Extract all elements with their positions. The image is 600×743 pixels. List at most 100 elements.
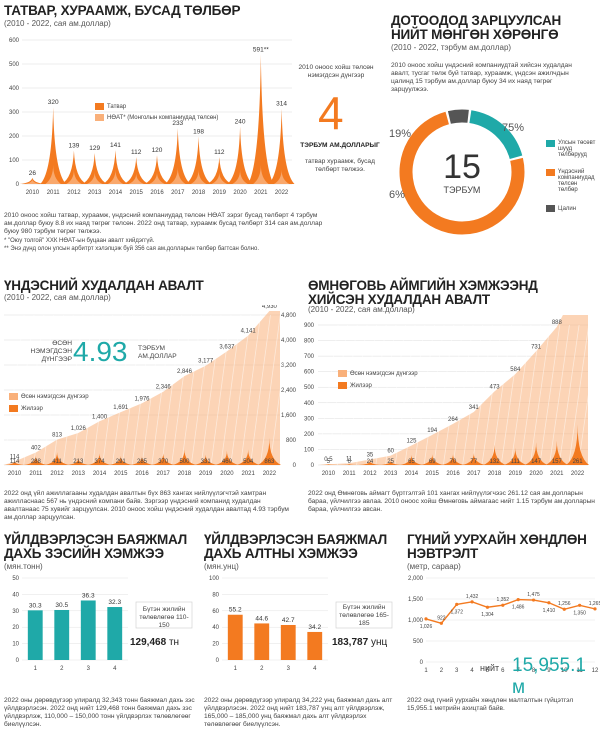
national-xtick: 2014 xyxy=(93,471,107,477)
tunnel-note: 2022 онд гүний уурхайн хөндлөн малталтын… xyxy=(407,697,574,712)
omnogovi-xtick: 2010 xyxy=(322,471,336,477)
copper-bar xyxy=(80,600,96,660)
national-hatch xyxy=(220,314,242,466)
omnogovi-hatch xyxy=(462,324,484,466)
national-hatch xyxy=(121,314,143,466)
national-ytick: 4,800 xyxy=(281,313,297,319)
gold-xtick: 2 xyxy=(260,666,264,672)
omnogovi-ytick: 400 xyxy=(304,401,315,407)
omnogovi-ytick: 900 xyxy=(304,323,315,329)
tunnel-data-label: 922 xyxy=(437,615,446,621)
national-year-label: 213 xyxy=(73,459,84,465)
national-xtick: 2012 xyxy=(50,471,64,477)
omnogovi-xtick: 2014 xyxy=(405,471,419,477)
gold-value-label: 34.2 xyxy=(308,624,321,631)
omnogovi-ytick: 200 xyxy=(304,432,315,438)
tunnel-point xyxy=(424,617,428,621)
tunnel-ytick: 500 xyxy=(413,639,424,645)
taxes-footnote-2: ** Энэ дүнд олон улсын арбитрт хэлэлцэж … xyxy=(4,246,259,252)
omnogovi-cum-label: 473 xyxy=(490,384,501,390)
national-cum-label: 813 xyxy=(52,433,63,439)
omnogovi-hatch xyxy=(375,324,397,466)
national-hatch xyxy=(210,314,232,466)
national-year-label: 291 xyxy=(116,459,127,465)
gold-ytick: 20 xyxy=(212,642,219,648)
omnogovi-hatch xyxy=(568,324,590,466)
taxes-xtick: 2022 xyxy=(275,190,289,196)
gold-title: ҮЙЛДВЭРЛЭСЭН БАЯЖМАЛ ДАХЬ АЛТНЫ ХЭМЖЭЭ xyxy=(204,532,388,561)
omnogovi-hatch xyxy=(423,324,445,466)
gold-xtick: 4 xyxy=(313,666,317,672)
taxes-vat-peak xyxy=(107,169,124,184)
omnogovi-yearly-peak xyxy=(524,442,548,465)
taxes-xtick: 2015 xyxy=(130,190,144,196)
taxes-data-label: 591** xyxy=(253,46,269,53)
tunnel-xtick: 8 xyxy=(532,668,536,674)
national-hatch xyxy=(102,314,123,466)
omnogovi-hatch xyxy=(539,324,561,466)
gold-bar xyxy=(307,631,323,660)
taxes-xtick: 2019 xyxy=(213,190,227,196)
omnogovi-note: 2022 онд Өмнөговь аймагт бүртгэлтэй 101 … xyxy=(308,490,595,513)
omnogovi-cum-label: 731 xyxy=(531,344,542,350)
taxes-tax-peak xyxy=(102,150,129,184)
omnogovi-xtick: 2016 xyxy=(446,471,460,477)
gold-ytick: 0 xyxy=(216,658,220,664)
copper-ytick: 0 xyxy=(16,658,20,664)
taxes-tax-peak xyxy=(81,153,108,184)
taxes-vat-peak xyxy=(45,164,61,184)
national-hatch xyxy=(52,314,74,466)
omnogovi-yearly-peak xyxy=(441,454,465,465)
omnogovi-cum-label: 125 xyxy=(406,439,417,445)
omnogovi-xtick: 2022 xyxy=(571,471,585,477)
omnogovi-year-label: 132 xyxy=(490,459,501,465)
taxes-ytick: 600 xyxy=(9,38,20,44)
omnogovi-title: ӨМНӨГОВЬ АЙМГИЙН ХЭМЖЭЭНД ХИЙСЭН ХУДАЛДА… xyxy=(308,278,538,307)
omnogovi-year-label: 69 xyxy=(429,459,436,465)
national-legend-b: Жилээр xyxy=(9,405,43,412)
taxes-big-label: ТЭРБУМ АМ.ДОЛЛАРЫГ xyxy=(300,142,380,149)
national-subtitle: (2010 - 2022, сая ам.доллар) xyxy=(4,293,111,302)
spend-donut xyxy=(399,109,525,235)
taxes-chart: 0 100 200 300 400 500 600 26 2010 320 2011 139 2012 1… xyxy=(9,38,295,196)
gold-ytick: 80 xyxy=(212,592,219,598)
spend-title: ДОТООДОД ЗАРЦУУЛСАН НИЙТ МӨНГӨН ХӨРӨНГӨ xyxy=(391,13,562,42)
taxes-vat-peak xyxy=(24,179,41,184)
national-ytick: 3,200 xyxy=(281,363,297,369)
spend-subtitle: (2010 - 2022, тэрбум ам.доллар) xyxy=(391,43,512,52)
tunnel-xtick: 3 xyxy=(455,668,459,674)
omnogovi-hatch xyxy=(529,324,551,466)
tunnel-xtick: 7 xyxy=(517,668,521,674)
copper-xtick: 1 xyxy=(34,666,38,672)
taxes-xtick: 2020 xyxy=(233,190,247,196)
omnogovi-hatch xyxy=(481,324,503,466)
national-hatch xyxy=(259,314,281,466)
omnogovi-hatch xyxy=(327,324,349,466)
taxes-data-label: 26 xyxy=(29,170,37,177)
spend-pct-c: 6% xyxy=(389,189,405,201)
omnogovi-ytick: 800 xyxy=(304,339,315,345)
omnogovi-cum-label: 60 xyxy=(387,449,394,455)
omnogovi-yearly-peak xyxy=(316,464,340,465)
tunnel-xtick: 4 xyxy=(470,668,474,674)
taxes-data-label: 112 xyxy=(214,149,225,156)
taxes-legend-b: НӨАТ* (Монголын компаниудад төлсөн) xyxy=(95,114,218,121)
national-ytick: 2,400 xyxy=(281,388,297,394)
omnogovi-hatch xyxy=(433,324,455,466)
tunnel-data-label: 1,486 xyxy=(512,605,525,611)
omnogovi-hatch xyxy=(549,324,570,466)
national-hatch xyxy=(131,314,153,466)
copper-xtick: 4 xyxy=(113,666,117,672)
omnogovi-ytick: 700 xyxy=(304,354,315,360)
copper-value-label: 30.5 xyxy=(55,602,68,609)
tunnel-ytick: 1,500 xyxy=(408,597,424,603)
national-yearly-peak xyxy=(172,449,197,465)
omnogovi-year-label: 77 xyxy=(470,459,477,465)
omnogovi-hatch xyxy=(442,324,464,466)
omnogovi-year-label: 147 xyxy=(531,459,542,465)
taxes-ytick: 400 xyxy=(9,86,20,92)
national-hatch xyxy=(43,314,64,466)
spend-legend-a: Улсын төсөвт шууд төлбөрууд xyxy=(546,140,598,158)
national-year-label: 504 xyxy=(243,459,254,465)
omnogovi-xtick: 2019 xyxy=(509,471,523,477)
